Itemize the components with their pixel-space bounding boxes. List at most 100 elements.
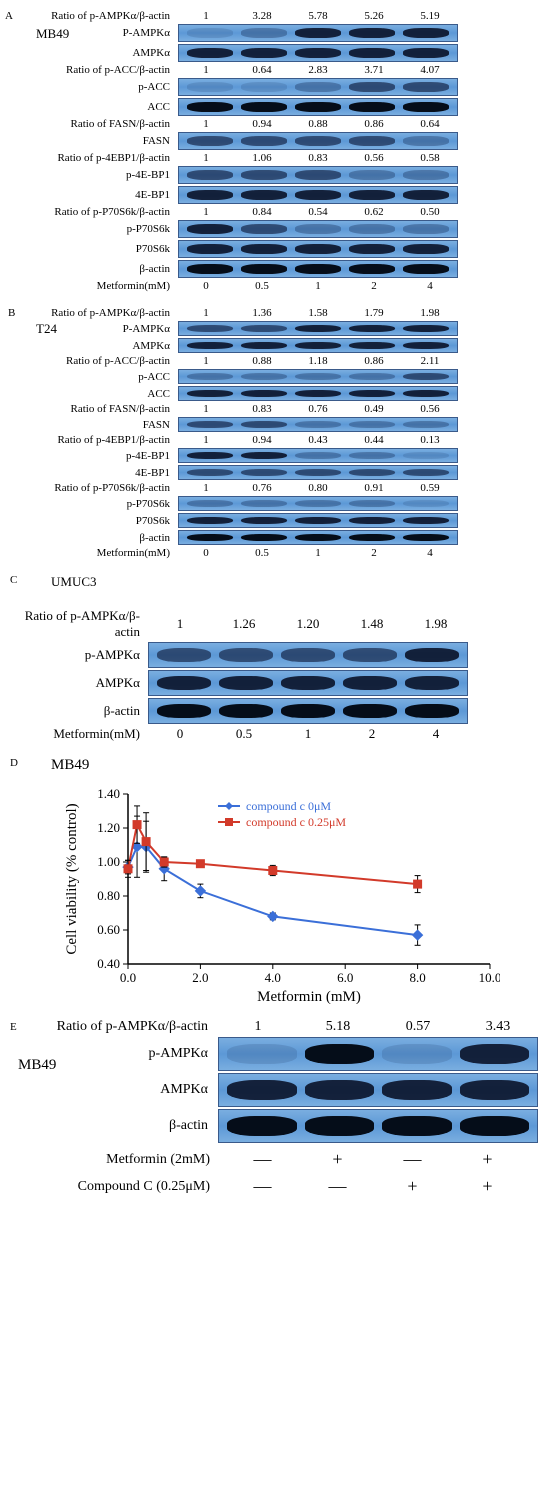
band <box>295 136 341 146</box>
band <box>241 190 287 200</box>
band <box>227 1116 297 1135</box>
blot-strip <box>178 44 458 62</box>
band <box>403 102 449 112</box>
ratio-label: Ratio of p-P70S6k/β-actin <box>10 482 178 494</box>
band <box>219 676 273 690</box>
band <box>241 534 287 542</box>
band <box>219 704 273 718</box>
conc-values: 0 0.5 1 2 4 <box>178 280 458 292</box>
band <box>349 264 395 274</box>
band <box>295 373 341 381</box>
ratio-values: 10.840.540.620.50 <box>178 206 458 218</box>
band <box>227 1044 297 1063</box>
protein-label: p-P70S6k <box>10 498 178 510</box>
band <box>157 648 211 662</box>
blot-strip <box>178 98 458 116</box>
band <box>241 469 287 477</box>
band <box>241 82 287 92</box>
band <box>349 102 395 112</box>
band <box>241 170 287 180</box>
svg-text:8.0: 8.0 <box>409 970 425 985</box>
svg-text:0.0: 0.0 <box>120 970 136 985</box>
cell-line: MB49 <box>36 26 69 42</box>
band <box>295 82 341 92</box>
band <box>349 421 395 429</box>
band <box>349 342 395 350</box>
blot-strip <box>178 260 458 278</box>
protein-label: p-ACC <box>10 81 178 93</box>
band <box>187 82 233 92</box>
protein-label: p-ACC <box>10 371 178 383</box>
band <box>295 325 341 333</box>
band <box>295 170 341 180</box>
band <box>295 517 341 525</box>
band <box>187 170 233 180</box>
protein-label: AMPKα <box>58 1082 218 1098</box>
band <box>187 421 233 429</box>
band <box>241 325 287 333</box>
band <box>349 170 395 180</box>
protein-label: FASN <box>10 135 178 147</box>
band <box>403 500 449 508</box>
band <box>295 390 341 398</box>
blot-strip <box>178 496 458 511</box>
blot-strip <box>218 1073 538 1107</box>
blot-strip <box>218 1109 538 1143</box>
conc-label: Metformin(mM) <box>10 547 178 559</box>
svg-text:4.0: 4.0 <box>265 970 281 985</box>
band <box>295 500 341 508</box>
band <box>403 224 449 234</box>
blot-strip <box>178 338 458 353</box>
band <box>349 325 395 333</box>
protein-label: AMPKα <box>10 675 148 691</box>
band <box>241 517 287 525</box>
cell-line: MB49 <box>51 757 89 774</box>
band <box>241 452 287 460</box>
protein-label: p-4E-BP1 <box>10 169 178 181</box>
band <box>403 325 449 333</box>
band <box>403 264 449 274</box>
conc-values: 0 0.5 1 2 4 <box>148 726 468 742</box>
ratio-label: Ratio of p-AMPKα/β-actin <box>28 1019 218 1035</box>
ratio-values: 1 3.28 5.78 5.26 5.19 <box>178 10 458 22</box>
band <box>460 1044 530 1063</box>
band <box>241 500 287 508</box>
panel-b: B T24 Ratio of p-AMPKα/β-actin 1 1.36 1.… <box>10 307 540 559</box>
band <box>403 244 449 254</box>
blot-strip <box>178 513 458 528</box>
band <box>187 342 233 350</box>
conc-label: Metformin(mM) <box>10 280 178 292</box>
ratio-values: 10.940.430.440.13 <box>178 434 458 446</box>
band <box>187 452 233 460</box>
band <box>403 342 449 350</box>
band <box>241 136 287 146</box>
band <box>403 469 449 477</box>
band <box>281 704 335 718</box>
conc-label: Metformin(mM) <box>10 726 148 742</box>
band <box>295 264 341 274</box>
ratio-label: Ratio of p-P70S6k/β-actin <box>10 206 178 218</box>
svg-text:6.0: 6.0 <box>337 970 353 985</box>
band <box>349 500 395 508</box>
band <box>157 704 211 718</box>
band <box>281 648 335 662</box>
panel-e: E Ratio of p-AMPKα/β-actin 1 5.18 0.57 3… <box>10 1019 540 1197</box>
band <box>349 517 395 525</box>
blot-strip <box>178 321 458 336</box>
band <box>460 1080 530 1099</box>
blot-strip <box>178 465 458 480</box>
band <box>349 224 395 234</box>
svg-text:2.0: 2.0 <box>192 970 208 985</box>
blot-strip <box>178 132 458 150</box>
band <box>187 264 233 274</box>
blot-strip <box>178 186 458 204</box>
band <box>305 1080 375 1099</box>
ratio-label: Ratio of p-ACC/β-actin <box>10 355 178 367</box>
band <box>187 534 233 542</box>
band <box>241 421 287 429</box>
blot-strip <box>178 417 458 432</box>
band <box>187 390 233 398</box>
ratio-values: 10.642.833.714.07 <box>178 64 458 76</box>
blot-strip <box>178 24 458 42</box>
band <box>295 244 341 254</box>
